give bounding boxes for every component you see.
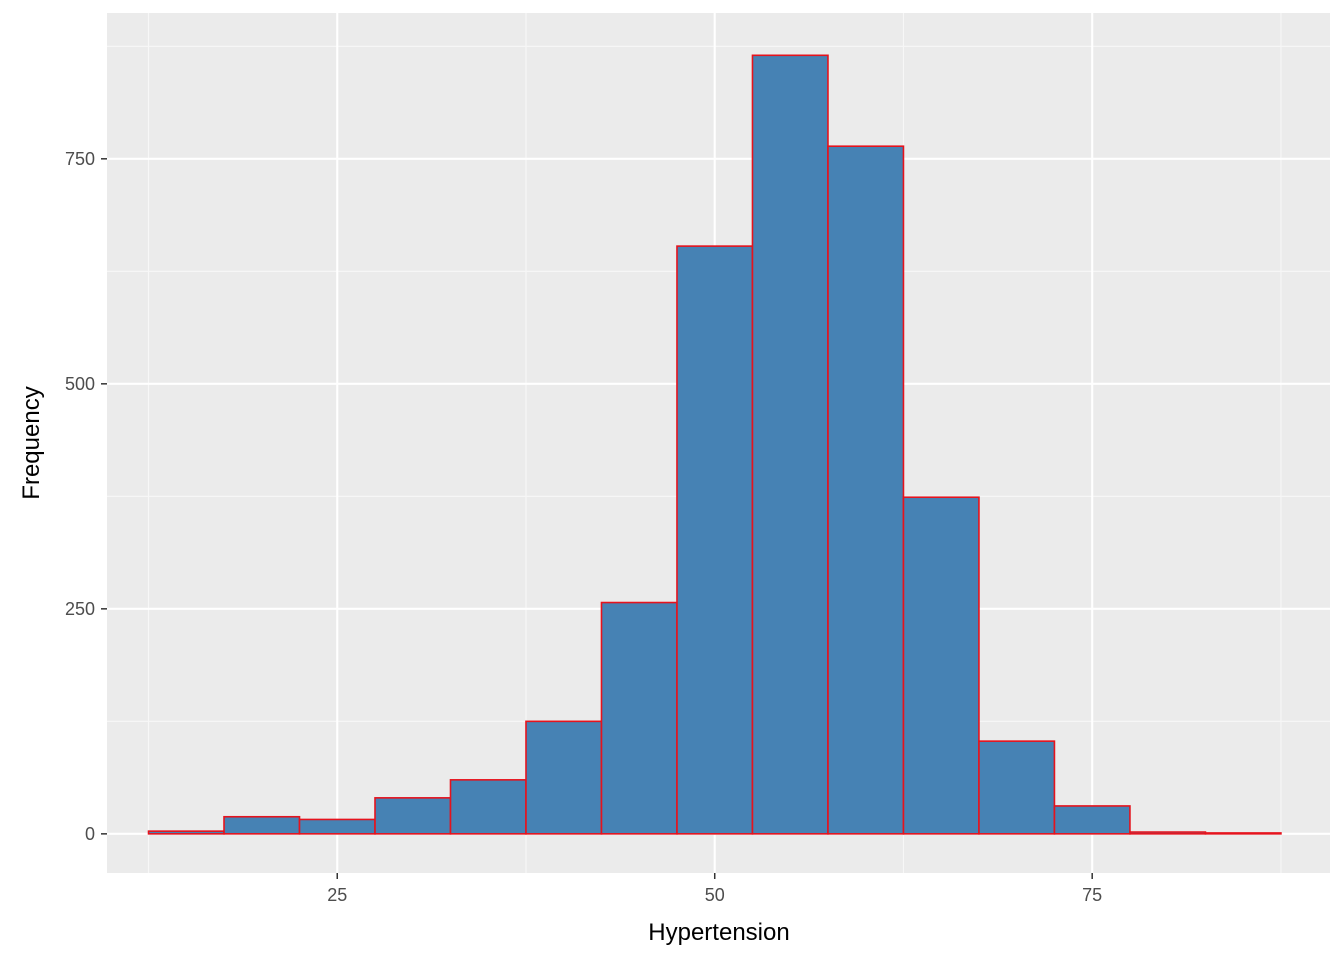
histogram-bar-5 <box>525 720 603 835</box>
histogram-bar-11 <box>978 740 1056 835</box>
x-tick-label-1: 50 <box>705 885 725 905</box>
histogram-bar-4 <box>449 779 527 835</box>
x-axis-title: Hypertension <box>648 919 789 946</box>
histogram-bar-10 <box>902 496 980 835</box>
histogram-bar-14 <box>1204 832 1282 835</box>
histogram-bar-9 <box>827 145 905 835</box>
histogram-bar-1 <box>223 815 301 835</box>
y-axis-ticks: 0 250 500 750 <box>65 149 107 844</box>
x-tick-label-0: 25 <box>327 885 347 905</box>
histogram-bar-6 <box>600 601 678 835</box>
x-axis-ticks: 25 50 75 <box>327 873 1102 905</box>
histogram-bar-2 <box>298 818 376 835</box>
y-tick-label-0: 0 <box>85 824 95 844</box>
histogram-bar-7 <box>676 245 754 835</box>
histogram-bar-0 <box>147 830 225 835</box>
y-tick-label-2: 500 <box>65 374 95 394</box>
histogram-bar-12 <box>1053 805 1131 835</box>
histogram-bars <box>147 54 1282 835</box>
y-axis-title: Frequency <box>18 386 45 499</box>
y-tick-label-3: 750 <box>65 149 95 169</box>
histogram-bar-3 <box>374 797 452 835</box>
histogram-bar-8 <box>751 54 829 835</box>
histogram-bar-13 <box>1129 831 1207 835</box>
x-tick-label-2: 75 <box>1082 885 1102 905</box>
y-tick-label-1: 250 <box>65 599 95 619</box>
